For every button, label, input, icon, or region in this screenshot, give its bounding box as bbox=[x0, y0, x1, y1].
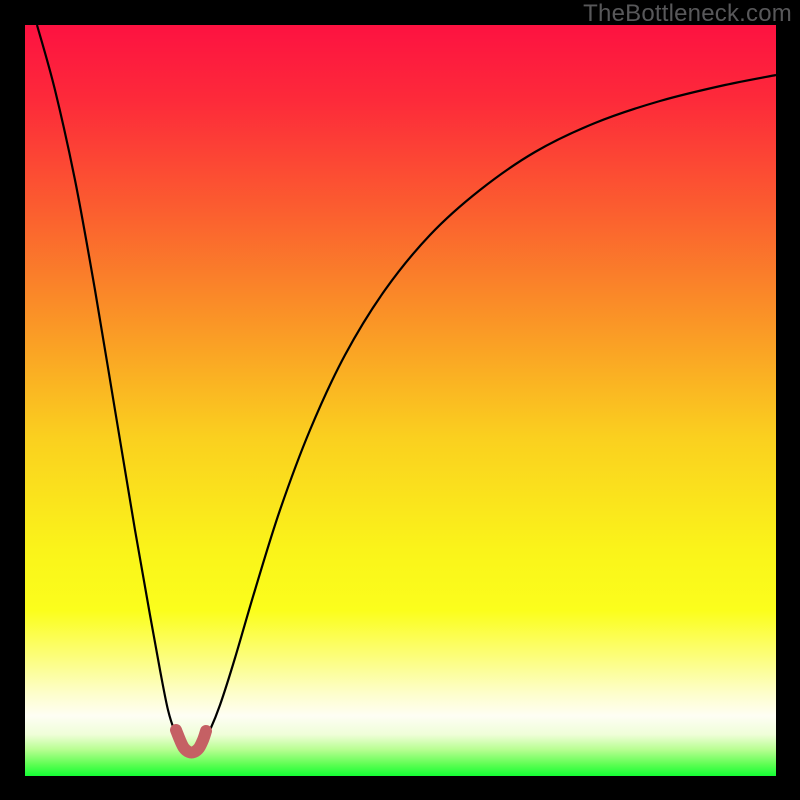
chart-svg bbox=[0, 0, 800, 800]
bottleneck-chart: TheBottleneck.com bbox=[0, 0, 800, 800]
source-watermark: TheBottleneck.com bbox=[583, 0, 792, 28]
chart-plot-area bbox=[25, 25, 776, 776]
